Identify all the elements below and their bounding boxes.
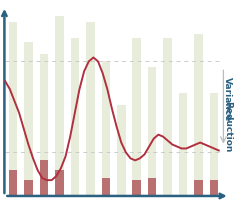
Bar — [55, 16, 64, 196]
Bar — [194, 180, 203, 196]
Bar — [102, 61, 110, 196]
Bar — [179, 93, 188, 196]
Text: Reduction: Reduction — [223, 101, 232, 152]
Bar — [24, 180, 33, 196]
Bar — [133, 38, 141, 196]
Bar — [9, 22, 17, 196]
Bar — [210, 93, 218, 196]
Bar — [117, 105, 125, 196]
Bar — [86, 22, 94, 196]
Bar — [148, 178, 157, 196]
Bar — [163, 38, 172, 196]
Bar — [70, 38, 79, 196]
Bar — [24, 42, 33, 196]
Text: Variance: Variance — [223, 77, 232, 121]
Bar — [40, 160, 48, 196]
Bar — [40, 54, 48, 196]
Bar — [148, 67, 157, 196]
Bar — [9, 170, 17, 196]
Bar — [55, 170, 64, 196]
Bar — [133, 180, 141, 196]
Bar — [102, 178, 110, 196]
Bar — [194, 34, 203, 196]
Bar — [210, 180, 218, 196]
